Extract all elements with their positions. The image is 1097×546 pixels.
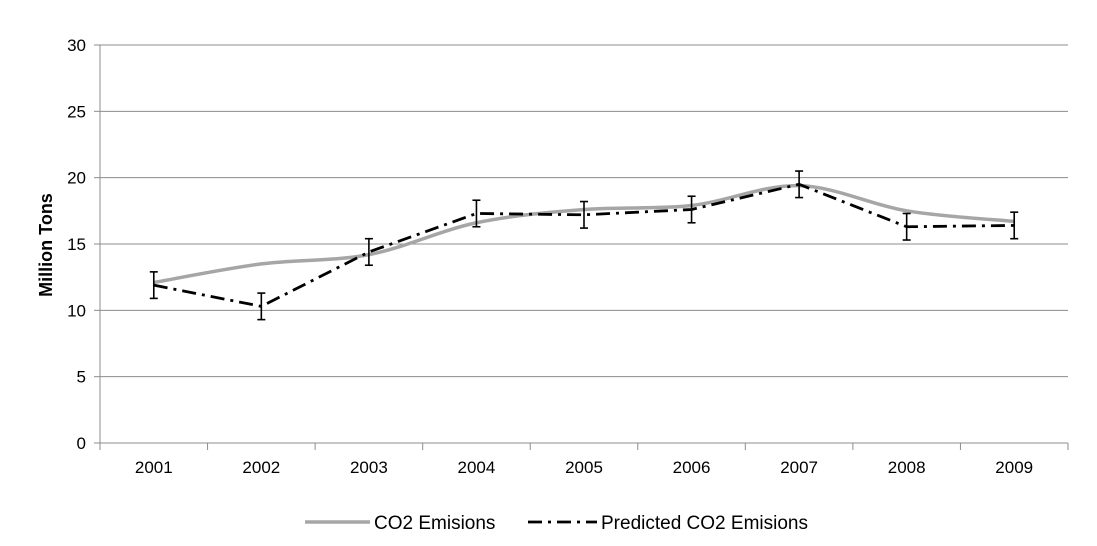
error-bar-2005: [580, 200, 588, 229]
y-tick-label: 30: [67, 36, 86, 55]
x-tick-label-2004: 2004: [458, 458, 496, 477]
x-tick-label-2001: 2001: [135, 458, 173, 477]
error-bar-2009: [1010, 211, 1019, 240]
y-tick-labels: 0 5 10 15 20 25 30: [67, 36, 86, 453]
y-axis-title: Million Tons: [36, 193, 56, 297]
y-tick-label: 20: [67, 169, 86, 188]
y-tick-label: 0: [77, 434, 86, 453]
series-line-co2-emisions: [153, 183, 1015, 285]
x-tick-label-2003: 2003: [350, 458, 388, 477]
error-bar-2003: [364, 237, 373, 267]
error-bar-2001: [149, 271, 158, 300]
series-line-predicted-co2-emisions: [153, 182, 1015, 308]
error-bar-2008: [902, 212, 911, 241]
x-tick-label-2009: 2009: [995, 458, 1033, 477]
x-tick-label-2008: 2008: [888, 458, 926, 477]
error-bar-2006: [687, 195, 696, 224]
y-tick-label: 10: [67, 301, 86, 320]
y-tick-label: 5: [77, 368, 86, 387]
x-tick-label-2002: 2002: [242, 458, 280, 477]
legend: CO2 Emisions Predicted CO2 Emisions: [305, 513, 808, 534]
error-bar-2004: [472, 199, 481, 228]
error-bars: [149, 170, 1019, 321]
x-tick-label-2007: 2007: [780, 458, 818, 477]
legend-label-co2-emisions: CO2 Emisions: [374, 513, 495, 534]
error-bar-2002: [257, 292, 266, 321]
x-tick-label-2005: 2005: [565, 458, 603, 477]
x-tick-labels: 2001 2002 2003 2004 2005 2006 2007 2008 2009: [135, 458, 1033, 477]
x-tick-label-2006: 2006: [673, 458, 711, 477]
y-tick-label: 25: [67, 102, 86, 121]
error-bar-2007: [795, 170, 804, 199]
axes: [94, 44, 1069, 450]
y-tick-label: 15: [67, 235, 86, 254]
legend-label-predicted-co2-emisions: Predicted CO2 Emisions: [601, 513, 808, 534]
